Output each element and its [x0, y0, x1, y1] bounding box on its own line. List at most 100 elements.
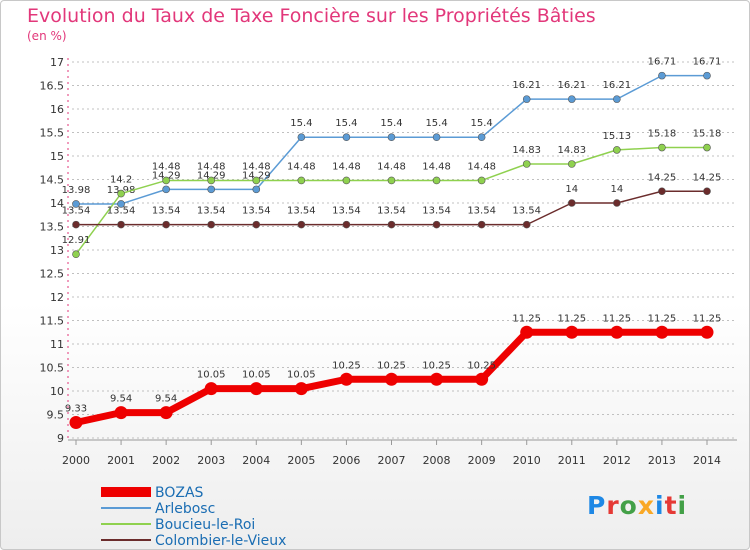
y-tick-label: 15: [50, 150, 64, 163]
legend-swatch-bozas: [101, 487, 151, 497]
data-label-boucieu-le-roi: 15.18: [693, 129, 722, 140]
data-label-colombier-le-vieux: 14.25: [693, 172, 722, 183]
data-label-arlebosc: 15.4: [425, 118, 447, 129]
data-label-colombier-le-vieux: 14.25: [648, 172, 677, 183]
data-label-arlebosc: 16.21: [603, 80, 632, 91]
data-point-colombier-le-vieux: [658, 187, 666, 196]
logo-letter: o: [619, 491, 638, 520]
data-point-arlebosc: [522, 95, 531, 103]
data-label-arlebosc: 15.4: [290, 118, 312, 129]
data-point-arlebosc: [72, 200, 80, 208]
y-tick-label: 12: [50, 291, 64, 304]
data-point-arlebosc: [567, 95, 576, 103]
data-point-boucieu-le-roi: [387, 176, 396, 185]
data-point-arlebosc: [658, 71, 666, 80]
data-label-bozas: 10.05: [197, 370, 226, 381]
data-point-bozas: [655, 325, 669, 339]
y-tick-label: 10: [50, 385, 64, 398]
x-tick-label: 2003: [197, 454, 225, 467]
data-label-boucieu-le-roi: 14.83: [512, 145, 541, 156]
data-point-colombier-le-vieux: [613, 199, 621, 207]
data-point-bozas: [610, 325, 624, 339]
data-label-arlebosc: 15.4: [471, 118, 493, 129]
y-tick-label: 10.5: [40, 362, 65, 375]
x-tick-label: 2012: [603, 454, 631, 467]
data-label-colombier-le-vieux: 13.54: [287, 206, 316, 217]
data-label-bozas: 9.54: [155, 394, 177, 405]
x-tick-label: 2005: [287, 454, 315, 467]
data-label-arlebosc: 16.21: [557, 80, 586, 91]
logo-letter: i: [655, 491, 665, 520]
data-label-bozas: 10.25: [377, 360, 406, 371]
y-tick-label: 15.5: [40, 127, 65, 140]
data-point-bozas: [385, 372, 398, 386]
data-label-arlebosc: 14.29: [242, 170, 271, 181]
data-label-arlebosc: 14.29: [152, 170, 181, 181]
data-point-bozas: [430, 372, 444, 386]
y-tick-label: 12.5: [40, 268, 65, 281]
y-tick-label: 11: [50, 338, 64, 351]
y-tick-label: 14: [50, 197, 64, 210]
data-label-colombier-le-vieux: 13.54: [107, 206, 136, 217]
data-label-colombier-le-vieux: 13.54: [197, 206, 226, 217]
data-point-colombier-le-vieux: [252, 220, 261, 229]
legend-label-bozas: BOZAS: [155, 485, 204, 501]
data-point-arlebosc: [703, 71, 711, 80]
proxiti-logo: Proxiti: [587, 491, 687, 520]
legend-label-arlebosc: Arlebosc: [155, 501, 216, 517]
data-label-boucieu-le-roi: 15.13: [603, 131, 632, 142]
logo-letter: x: [637, 491, 655, 520]
data-label-boucieu-le-roi: 12.91: [62, 235, 91, 246]
legend-swatch-arlebosc: [101, 507, 151, 509]
data-point-colombier-le-vieux: [477, 220, 486, 229]
data-label-boucieu-le-roi: 14.83: [557, 145, 586, 156]
data-label-colombier-le-vieux: 13.54: [152, 206, 181, 217]
y-tick-label: 13.5: [40, 221, 65, 234]
chart-unit-label: (en %): [27, 29, 67, 43]
data-label-bozas: 11.25: [693, 313, 722, 324]
data-point-arlebosc: [342, 133, 351, 141]
data-point-bozas: [294, 382, 308, 396]
data-point-colombier-le-vieux: [387, 220, 396, 229]
data-point-boucieu-le-roi: [703, 143, 711, 152]
data-point-boucieu-le-roi: [567, 160, 576, 168]
legend-swatch-boucieu-le-roi: [101, 523, 151, 525]
data-point-arlebosc: [432, 133, 441, 141]
y-tick-label: 17: [50, 56, 64, 69]
data-point-boucieu-le-roi: [207, 176, 216, 185]
data-point-boucieu-le-roi: [252, 176, 261, 185]
data-point-boucieu-le-roi: [432, 176, 441, 185]
legend-label-colombier-le-vieux: Colombier-le-Vieux: [155, 533, 287, 549]
data-label-colombier-le-vieux: 13.54: [512, 206, 541, 217]
data-point-arlebosc: [117, 200, 125, 208]
data-label-arlebosc: 13.98: [62, 185, 91, 196]
data-label-bozas: 11.25: [557, 313, 586, 324]
legend-swatch-colombier-le-vieux: [101, 539, 151, 541]
data-label-colombier-le-vieux: 14: [565, 184, 578, 195]
data-label-bozas: 10.25: [467, 360, 496, 371]
data-label-boucieu-le-roi: 14.48: [332, 161, 361, 172]
x-tick-label: 2001: [107, 454, 135, 467]
x-tick-label: 2004: [242, 454, 270, 467]
data-label-arlebosc: 16.21: [512, 80, 541, 91]
y-tick-label: 13: [50, 244, 64, 257]
data-point-colombier-le-vieux: [567, 199, 576, 207]
data-point-bozas: [565, 325, 579, 339]
data-label-boucieu-le-roi: 14.48: [242, 161, 271, 172]
data-label-bozas: 10.05: [287, 370, 316, 381]
data-point-bozas: [475, 372, 489, 386]
data-point-colombier-le-vieux: [72, 220, 80, 229]
y-tick-label: 9.5: [47, 409, 65, 422]
x-tick-label: 2007: [378, 454, 406, 467]
data-label-arlebosc: 16.71: [693, 57, 722, 68]
data-label-colombier-le-vieux: 13.54: [422, 206, 451, 217]
data-point-colombier-le-vieux: [117, 220, 125, 229]
x-tick-label: 2014: [693, 454, 721, 467]
data-label-bozas: 11.25: [603, 313, 632, 324]
data-label-bozas: 11.25: [512, 313, 541, 324]
y-tick-label: 9: [57, 432, 64, 445]
data-point-bozas: [204, 382, 218, 396]
data-point-boucieu-le-roi: [613, 146, 621, 154]
logo-letter: P: [587, 491, 607, 520]
